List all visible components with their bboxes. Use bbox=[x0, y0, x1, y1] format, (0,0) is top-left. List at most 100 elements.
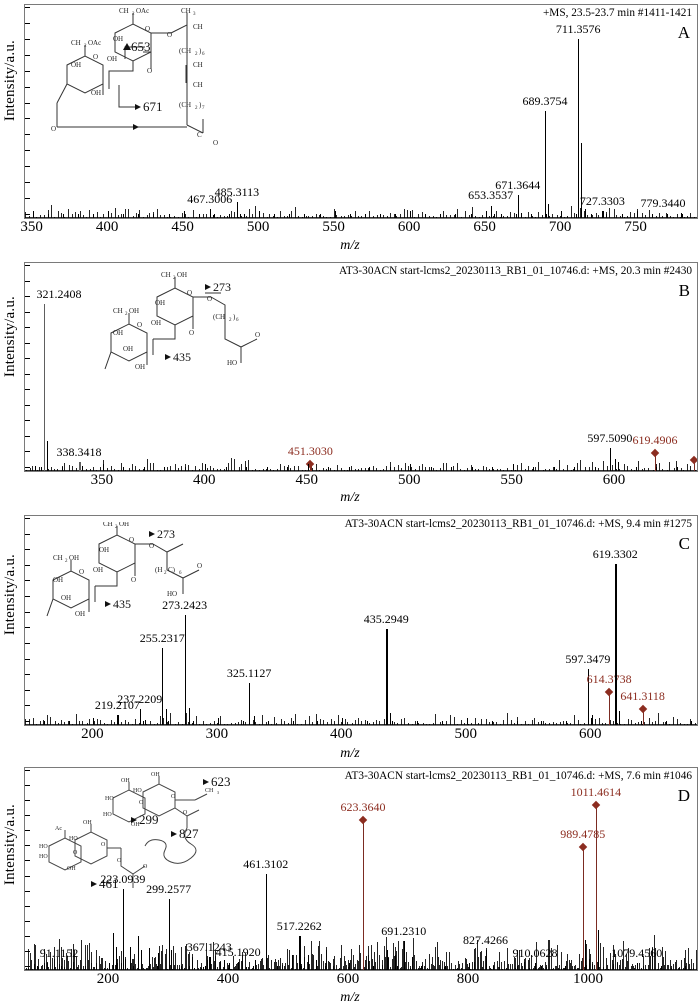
noise-peak bbox=[117, 469, 119, 471]
noise-peak bbox=[146, 968, 148, 970]
spectrum-peak bbox=[591, 714, 593, 725]
svg-text:OAc: OAc bbox=[88, 39, 101, 47]
noise-peak bbox=[71, 948, 73, 970]
noise-peak bbox=[558, 964, 560, 970]
svg-text:2: 2 bbox=[195, 106, 198, 111]
x-axis-tick-label: 500 bbox=[454, 726, 478, 742]
noise-peak bbox=[369, 210, 371, 218]
x-axis-tick bbox=[697, 214, 698, 218]
noise-peak bbox=[576, 967, 578, 970]
noise-peak bbox=[662, 215, 663, 218]
noise-peak bbox=[600, 943, 602, 970]
x-axis-tick bbox=[62, 214, 64, 218]
noise-peak bbox=[157, 469, 158, 471]
noise-peak bbox=[146, 215, 148, 218]
noise-peak bbox=[288, 950, 290, 970]
x-axis-tick-label: 750 bbox=[624, 219, 647, 235]
noise-peak bbox=[499, 216, 501, 218]
noise-peak bbox=[534, 467, 536, 471]
fragment-label-623: 623 bbox=[211, 774, 231, 789]
y-axis-tick bbox=[25, 265, 30, 266]
peak-label: 435.2949 bbox=[363, 611, 409, 626]
x-axis-tick bbox=[93, 718, 95, 725]
noise-peak bbox=[332, 959, 334, 970]
noise-peak bbox=[194, 968, 196, 970]
fragment-label-435: 435 bbox=[173, 350, 191, 364]
spectrum-peak bbox=[113, 933, 115, 970]
noise-peak bbox=[611, 960, 613, 970]
noise-peak bbox=[120, 951, 122, 970]
noise-peak bbox=[75, 957, 77, 970]
noise-peak bbox=[418, 466, 420, 471]
noise-peak bbox=[265, 469, 267, 471]
svg-text:6: 6 bbox=[179, 571, 182, 576]
noise-peak bbox=[447, 966, 448, 970]
panel-d-letter: D bbox=[677, 786, 690, 805]
x-axis-tick bbox=[289, 214, 291, 218]
noise-peak bbox=[626, 215, 628, 218]
noise-peak bbox=[432, 965, 434, 970]
noise-peak bbox=[181, 723, 183, 725]
noise-peak bbox=[205, 214, 207, 218]
noise-peak bbox=[644, 214, 646, 218]
panel-b-letter: B bbox=[678, 281, 690, 300]
noise-peak bbox=[552, 213, 554, 218]
noise-peak bbox=[606, 466, 608, 471]
noise-peak bbox=[442, 960, 444, 970]
noise-peak bbox=[235, 963, 237, 970]
x-axis-tick bbox=[181, 966, 182, 970]
noise-peak bbox=[478, 216, 480, 218]
noise-peak bbox=[534, 216, 536, 218]
noise-peak bbox=[598, 468, 600, 471]
noise-peak bbox=[642, 956, 644, 970]
x-axis-tick bbox=[61, 966, 62, 970]
y-axis-tick bbox=[25, 296, 30, 298]
noise-peak bbox=[551, 968, 553, 970]
noise-peak bbox=[542, 720, 544, 725]
noise-peak bbox=[110, 212, 112, 218]
noise-peak bbox=[563, 217, 565, 218]
noise-peak bbox=[641, 723, 643, 725]
noise-peak bbox=[354, 720, 356, 725]
spectrum-peak-labeled bbox=[43, 963, 45, 970]
noise-peak bbox=[85, 944, 87, 970]
noise-peak bbox=[336, 215, 338, 218]
noise-peak bbox=[538, 462, 539, 471]
noise-peak bbox=[174, 723, 176, 725]
x-axis-tick bbox=[546, 214, 547, 218]
noise-peak bbox=[229, 968, 231, 970]
noise-peak bbox=[657, 968, 659, 970]
fragment-label-653: 653 bbox=[131, 39, 151, 54]
spectrum-peak bbox=[580, 142, 582, 218]
noise-peak bbox=[144, 968, 146, 970]
noise-peak bbox=[163, 469, 165, 471]
panel-b-x-axis-label: m/z bbox=[340, 490, 360, 505]
noise-peak bbox=[571, 469, 573, 471]
noise-peak bbox=[372, 216, 374, 218]
noise-peak bbox=[370, 944, 372, 970]
noise-peak bbox=[226, 963, 228, 970]
noise-peak bbox=[294, 714, 296, 725]
noise-peak bbox=[312, 722, 314, 725]
noise-peak bbox=[36, 216, 37, 218]
noise-peak bbox=[570, 960, 572, 970]
noise-peak bbox=[421, 212, 423, 218]
x-axis-tick bbox=[213, 214, 215, 218]
noise-peak bbox=[390, 967, 391, 970]
spectrum-peak-labeled bbox=[595, 807, 598, 970]
noise-peak bbox=[320, 954, 322, 970]
x-axis-tick bbox=[304, 214, 306, 218]
noise-peak bbox=[673, 216, 674, 218]
peak-label: 223.0939 bbox=[100, 872, 146, 887]
noise-peak bbox=[555, 468, 557, 471]
noise-peak bbox=[207, 955, 209, 970]
noise-peak bbox=[640, 967, 642, 970]
noise-peak bbox=[27, 948, 29, 970]
noise-peak bbox=[319, 718, 321, 725]
spectrum-peak bbox=[189, 707, 191, 725]
noise-peak bbox=[693, 962, 695, 970]
peak-label: 299.2577 bbox=[146, 882, 192, 897]
noise-peak bbox=[612, 464, 614, 471]
noise-peak bbox=[76, 967, 78, 970]
noise-peak bbox=[524, 958, 526, 970]
